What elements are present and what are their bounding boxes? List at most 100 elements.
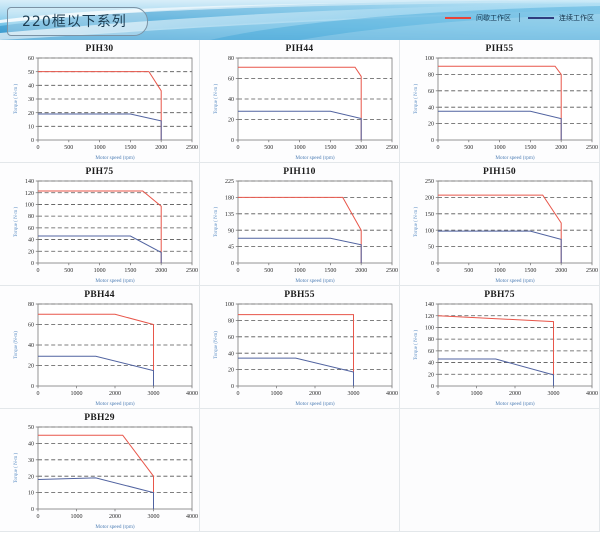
y-tick-label: 10	[28, 491, 34, 497]
y-tick-label: 20	[228, 368, 234, 374]
legend-separator: |	[517, 13, 521, 23]
y-tick-label: 150	[425, 212, 434, 218]
y-tick-label: 80	[228, 56, 234, 62]
y-tick-label: 60	[428, 89, 434, 95]
chart-title: PBH55	[284, 290, 315, 300]
y-tick-label: 50	[428, 245, 434, 251]
x-tick-label: 0	[37, 514, 40, 520]
x-tick-label: 2000	[155, 145, 167, 151]
page-title: 220框以下系列	[7, 7, 148, 36]
y-tick-label: 80	[428, 337, 434, 343]
x-axis-label: Motor speed (rpm)	[295, 154, 334, 161]
y-tick-label: 200	[425, 196, 434, 202]
series-line	[238, 66, 362, 140]
y-tick-label: 100	[425, 56, 434, 62]
chart-card-pbh29: PBH29 0 1000 2000 3000 4000 0 10 20 30 40 50 Motor s…	[0, 409, 200, 532]
x-tick-label: 500	[464, 145, 473, 151]
chart-plot: 0 1000 2000 3000 4000 0 10 20 30 40 50 Motor speed …	[14, 425, 198, 530]
y-tick-label: 20	[28, 249, 34, 255]
chart-title: PBH29	[84, 413, 115, 423]
x-tick-label: 2000	[155, 268, 167, 274]
x-tick-label: 2500	[586, 268, 598, 274]
x-tick-label: 2000	[555, 268, 567, 274]
y-tick-label: 140	[25, 179, 34, 185]
x-tick-label: 0	[437, 391, 440, 397]
chart-plot: 0 1000 2000 3000 4000 0 20 40 60 80 100 Motor speed…	[214, 302, 398, 407]
series-line	[438, 110, 562, 140]
x-axis-label: Motor speed (rpm)	[295, 277, 334, 284]
chart-area: 0 1000 2000 3000 4000 0 20 40 60 80 Motor speed (r…	[0, 298, 199, 408]
y-tick-label: 20	[28, 474, 34, 480]
x-tick-label: 1000	[271, 391, 283, 397]
chart-area: 0 1000 2000 3000 4000 0 20 40 60 80 100 120 140 Motor…	[400, 298, 599, 408]
x-tick-label: 3000	[148, 514, 160, 520]
x-tick-label: 2500	[386, 145, 398, 151]
x-tick-label: 4000	[586, 391, 598, 397]
x-axis-label: Motor speed (rpm)	[95, 400, 134, 407]
series-line	[38, 355, 154, 386]
y-tick-label: 60	[428, 349, 434, 355]
x-tick-label: 2500	[186, 145, 198, 151]
y-tick-label: 180	[225, 196, 234, 202]
y-tick-label: 60	[28, 56, 34, 62]
y-tick-label: 225	[225, 179, 234, 185]
x-tick-label: 500	[464, 268, 473, 274]
x-tick-label: 2000	[355, 145, 367, 151]
y-tick-label: 0	[231, 261, 234, 267]
x-tick-label: 1000	[471, 391, 483, 397]
x-tick-label: 1000	[71, 514, 83, 520]
legend-label-intermittent: 间歇工作区	[475, 14, 511, 22]
chart-card-pih110: PIH110 0 500 1000 1500 2000 2500 0 45 90 135 180 225…	[200, 163, 400, 286]
chart-title: PIH150	[483, 167, 516, 177]
chart-plot: 0 500 1000 1500 2000 2500 0 45 90 135 180 225 Motor …	[214, 179, 398, 284]
y-axis-label: Torque ( N·m )	[414, 207, 419, 238]
x-tick-label: 1000	[494, 268, 506, 274]
chart-plot: 0 500 1000 1500 2000 2500 0 10 20 30 40 50 60 Motor s…	[14, 56, 198, 161]
y-axis-label: Torque ( N·m )	[14, 207, 19, 238]
chart-card-pih30: PIH30 0 500 1000 1500 2000 2500 0 10 20 30 40 50 60 Mo…	[0, 40, 200, 163]
series-line	[238, 357, 354, 386]
x-tick-label: 0	[237, 145, 240, 151]
series-line	[38, 235, 162, 263]
y-tick-label: 80	[428, 73, 434, 79]
series-line	[238, 314, 354, 386]
x-tick-label: 1000	[94, 268, 106, 274]
series-line	[238, 237, 362, 263]
y-tick-label: 140	[425, 302, 434, 308]
y-axis-label: Torque ( N·m )	[14, 84, 19, 115]
y-tick-label: 0	[231, 138, 234, 144]
x-axis-label: Motor speed (rpm)	[295, 400, 334, 407]
x-tick-label: 1500	[124, 268, 136, 274]
x-tick-label: 1000	[94, 145, 106, 151]
x-tick-label: 1000	[294, 145, 306, 151]
x-tick-label: 1000	[71, 391, 83, 397]
x-axis-label: Motor speed (rpm)	[495, 277, 534, 284]
y-tick-label: 0	[431, 138, 434, 144]
chart-area: 0 500 1000 1500 2000 2500 0 45 90 135 180 225 Motor …	[200, 175, 399, 285]
y-tick-label: 40	[228, 351, 234, 357]
chart-card-pih150: PIH150 0 500 1000 1500 2000 2500 0 50 100 150 200 25…	[400, 163, 600, 286]
x-axis-label: Motor speed (rpm)	[495, 400, 534, 407]
y-tick-label: 0	[31, 138, 34, 144]
y-tick-label: 20	[28, 111, 34, 117]
y-axis-label: Torque ( N·m )	[214, 84, 219, 115]
chart-card-pih75: PIH75 0 500 1000 1500 2000 2500 0 20 40 60 80 100 120…	[0, 163, 200, 286]
series-line	[37, 477, 154, 509]
chart-plot: 0 500 1000 1500 2000 2500 0 20 40 60 80 Motor speed…	[214, 56, 398, 161]
y-tick-label: 20	[428, 372, 434, 378]
chart-card-pbh75: PBH75 0 1000 2000 3000 4000 0 20 40 60 80 100 120 140…	[400, 286, 600, 409]
chart-area: 0 500 1000 1500 2000 2500 0 50 100 150 200 250 Motor…	[400, 175, 599, 285]
x-tick-label: 1500	[524, 268, 536, 274]
x-tick-label: 3000	[148, 391, 160, 397]
x-tick-label: 3000	[548, 391, 560, 397]
y-tick-label: 40	[28, 442, 34, 448]
x-tick-label: 1000	[494, 145, 506, 151]
x-tick-label: 0	[37, 268, 40, 274]
y-tick-label: 0	[231, 384, 234, 390]
x-tick-label: 1500	[324, 145, 336, 151]
x-axis-label: Motor speed (rpm)	[95, 154, 134, 161]
chart-plot: 0 1000 2000 3000 4000 0 20 40 60 80 100 120 140 Motor…	[414, 302, 598, 407]
y-tick-label: 90	[228, 228, 234, 234]
x-tick-label: 0	[437, 145, 440, 151]
x-axis-label: Motor speed (rpm)	[95, 277, 134, 284]
